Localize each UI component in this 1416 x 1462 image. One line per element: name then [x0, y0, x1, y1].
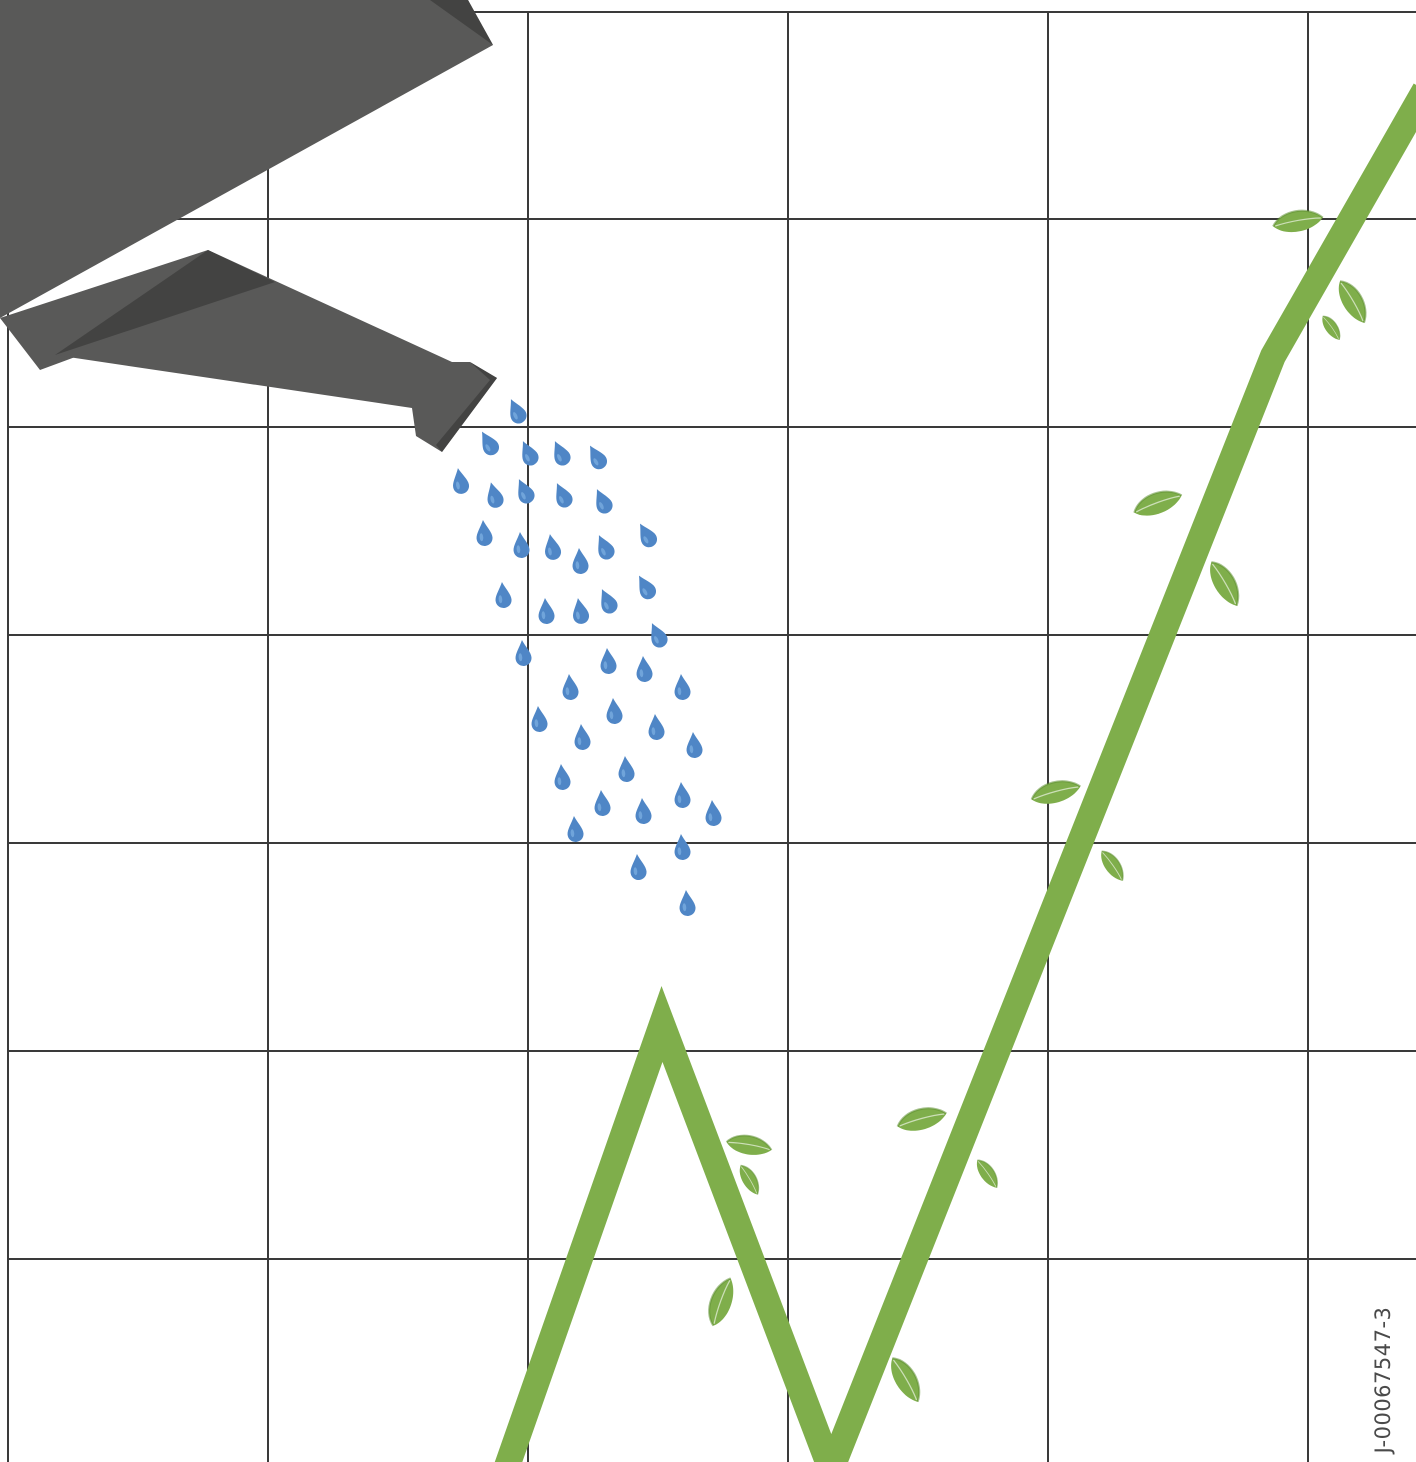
growth-line [494, 83, 1416, 1462]
water-drop-icon [542, 532, 563, 562]
water-drop-icon [570, 547, 590, 575]
leaf-icon [1202, 556, 1247, 612]
water-drop-icon [592, 789, 612, 817]
water-drop-icon [493, 581, 513, 609]
water-drop-icon [529, 705, 549, 733]
water-drop-icon [583, 441, 610, 473]
water-drop-icon [560, 673, 580, 701]
leaf-icon [1317, 312, 1345, 344]
water-drop-icon [598, 647, 618, 675]
leaf-icon [734, 1161, 765, 1199]
water-drop-icon [644, 619, 671, 651]
water-drop-icon [513, 639, 533, 667]
watering-can-icon [0, 0, 497, 452]
leaf-icon [724, 1131, 774, 1159]
leaf-icon [1270, 206, 1326, 237]
water-drop-icon [572, 723, 592, 751]
leaf-icon [883, 1352, 928, 1408]
water-drop-icon [474, 519, 494, 547]
water-drop-icon [591, 531, 618, 563]
leaf-icon [1331, 275, 1374, 328]
leaf-icon [702, 1273, 741, 1330]
water-drop-icon [672, 673, 692, 701]
water-drop-icon [672, 781, 692, 809]
leaf-icon [1028, 775, 1084, 810]
water-drop-icon [677, 889, 697, 917]
leaf-icon [894, 1102, 950, 1137]
water-drop-icon [628, 853, 648, 881]
water-drop-icon [570, 596, 591, 626]
background-grid [7, 11, 1416, 1462]
water-drop-icon [511, 475, 538, 507]
water-drop-icon [450, 466, 471, 496]
water-drop-icon [511, 531, 531, 559]
water-drop-icon [515, 437, 542, 469]
water-drop-icon [672, 833, 692, 861]
image-code: J-00067547-3 [1371, 1306, 1395, 1454]
leaf-icon [1129, 484, 1186, 523]
water-drop-icon [475, 427, 502, 459]
water-drop-icon [549, 479, 576, 511]
water-drop-icon [616, 755, 636, 783]
water-drop-icon [565, 815, 585, 843]
water-drop-icon [483, 480, 506, 510]
water-drop-icon [646, 713, 666, 741]
water-drop-icon [547, 437, 574, 469]
water-drop-icon [604, 697, 624, 725]
leaves [702, 206, 1374, 1408]
water-drop-icon [589, 485, 616, 517]
water-drop-icon [632, 571, 659, 603]
water-drops [450, 395, 723, 917]
water-drop-icon [703, 799, 723, 827]
water-drop-icon [503, 395, 530, 427]
leaf-icon [1095, 846, 1130, 886]
water-drop-icon [634, 655, 654, 683]
water-drop-icon [633, 519, 660, 551]
water-drop-icon [684, 731, 704, 759]
water-drop-icon [633, 797, 653, 825]
water-drop-icon [594, 585, 621, 617]
leaf-icon [971, 1155, 1004, 1192]
water-drop-icon [536, 597, 556, 625]
water-drop-icon [552, 763, 572, 791]
